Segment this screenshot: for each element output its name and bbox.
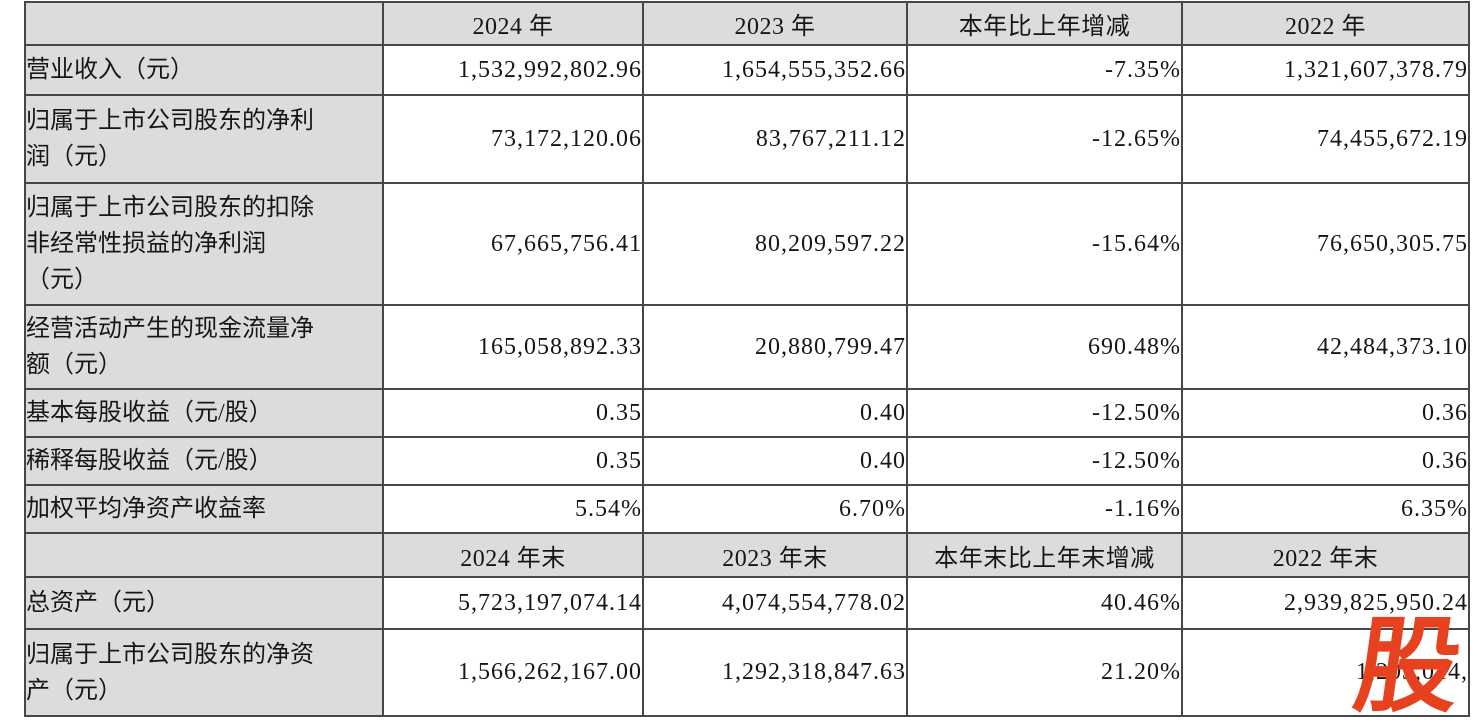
value-change: 690.48% <box>906 304 1183 390</box>
value-2024: 0.35 <box>382 436 644 486</box>
table-row-operating-revenue: 营业收入（元） 1,532,992,802.96 1,654,555,352.6… <box>24 44 1470 96</box>
value-2022: 1,203,014, <box>1181 628 1470 717</box>
header-yoy-change: 本年比上年增减 <box>906 1 1183 46</box>
metric-label: 总资产（元） <box>24 576 384 630</box>
value-change: -7.35% <box>906 44 1183 96</box>
metric-label: 稀释每股收益（元/股） <box>24 436 384 486</box>
value-2023: 0.40 <box>642 388 908 438</box>
value-change: 40.46% <box>906 576 1183 630</box>
value-change: -12.65% <box>906 94 1183 184</box>
value-2022: 1,321,607,378.79 <box>1181 44 1470 96</box>
header-2023-end: 2023 年末 <box>642 532 908 578</box>
metric-label: 归属于上市公司股东的净利 润（元） <box>24 94 384 184</box>
metric-label: 基本每股收益（元/股） <box>24 388 384 438</box>
financial-summary-table: 2024 年 2023 年 本年比上年增减 2022 年 营业收入（元） 1,5… <box>24 1 1470 717</box>
period-header-row: 2024 年 2023 年 本年比上年增减 2022 年 <box>24 1 1470 46</box>
value-2023: 83,767,211.12 <box>642 94 908 184</box>
value-2022: 6.35% <box>1181 484 1470 534</box>
value-2023: 1,292,318,847.63 <box>642 628 908 717</box>
value-2024: 5.54% <box>382 484 644 534</box>
value-change: -12.50% <box>906 436 1183 486</box>
header-2024-end: 2024 年末 <box>382 532 644 578</box>
value-2024: 1,532,992,802.96 <box>382 44 644 96</box>
value-2024: 5,723,197,074.14 <box>382 576 644 630</box>
table-row-net-assets: 归属于上市公司股东的净资 产（元） 1,566,262,167.00 1,292… <box>24 628 1470 717</box>
value-2024: 67,665,756.41 <box>382 182 644 306</box>
metric-label: 营业收入（元） <box>24 44 384 96</box>
table-row-operating-cash-flow: 经营活动产生的现金流量净 额（元） 165,058,892.33 20,880,… <box>24 304 1470 390</box>
metric-label: 归属于上市公司股东的扣除 非经常性损益的净利润 （元） <box>24 182 384 306</box>
header-2024: 2024 年 <box>382 1 644 46</box>
table-row-total-assets: 总资产（元） 5,723,197,074.14 4,074,554,778.02… <box>24 576 1470 630</box>
value-2022: 0.36 <box>1181 388 1470 438</box>
value-2024: 1,566,262,167.00 <box>382 628 644 717</box>
value-2022: 2,939,825,950.24 <box>1181 576 1470 630</box>
value-2024: 0.35 <box>382 388 644 438</box>
metric-label: 经营活动产生的现金流量净 额（元） <box>24 304 384 390</box>
value-2024: 73,172,120.06 <box>382 94 644 184</box>
metric-label: 加权平均净资产收益率 <box>24 484 384 534</box>
value-2022: 42,484,373.10 <box>1181 304 1470 390</box>
metric-label: 归属于上市公司股东的净资 产（元） <box>24 628 384 717</box>
table-row-weighted-avg-roe: 加权平均净资产收益率 5.54% 6.70% -1.16% 6.35% <box>24 484 1470 534</box>
value-change: 21.20% <box>906 628 1183 717</box>
header-yoy-end-change: 本年末比上年末增减 <box>906 532 1183 578</box>
value-2022: 74,455,672.19 <box>1181 94 1470 184</box>
value-change: -1.16% <box>906 484 1183 534</box>
header-2023: 2023 年 <box>642 1 908 46</box>
header-2022-end: 2022 年末 <box>1181 532 1470 578</box>
value-2022: 76,650,305.75 <box>1181 182 1470 306</box>
value-2023: 6.70% <box>642 484 908 534</box>
value-2023: 1,654,555,352.66 <box>642 44 908 96</box>
blank-header-cell <box>24 1 384 46</box>
value-2022: 0.36 <box>1181 436 1470 486</box>
blank-header-cell <box>24 532 384 578</box>
header-2022: 2022 年 <box>1181 1 1470 46</box>
table-row-diluted-eps: 稀释每股收益（元/股） 0.35 0.40 -12.50% 0.36 <box>24 436 1470 486</box>
value-2023: 0.40 <box>642 436 908 486</box>
table-row-net-profit: 归属于上市公司股东的净利 润（元） 73,172,120.06 83,767,2… <box>24 94 1470 184</box>
value-2023: 4,074,554,778.02 <box>642 576 908 630</box>
value-change: -12.50% <box>906 388 1183 438</box>
value-2023: 20,880,799.47 <box>642 304 908 390</box>
table-row-basic-eps: 基本每股收益（元/股） 0.35 0.40 -12.50% 0.36 <box>24 388 1470 438</box>
value-change: -15.64% <box>906 182 1183 306</box>
period-end-header-row: 2024 年末 2023 年末 本年末比上年末增减 2022 年末 <box>24 532 1470 578</box>
table-row-net-profit-excl-nonrecurring: 归属于上市公司股东的扣除 非经常性损益的净利润 （元） 67,665,756.4… <box>24 182 1470 306</box>
value-2024: 165,058,892.33 <box>382 304 644 390</box>
value-2023: 80,209,597.22 <box>642 182 908 306</box>
